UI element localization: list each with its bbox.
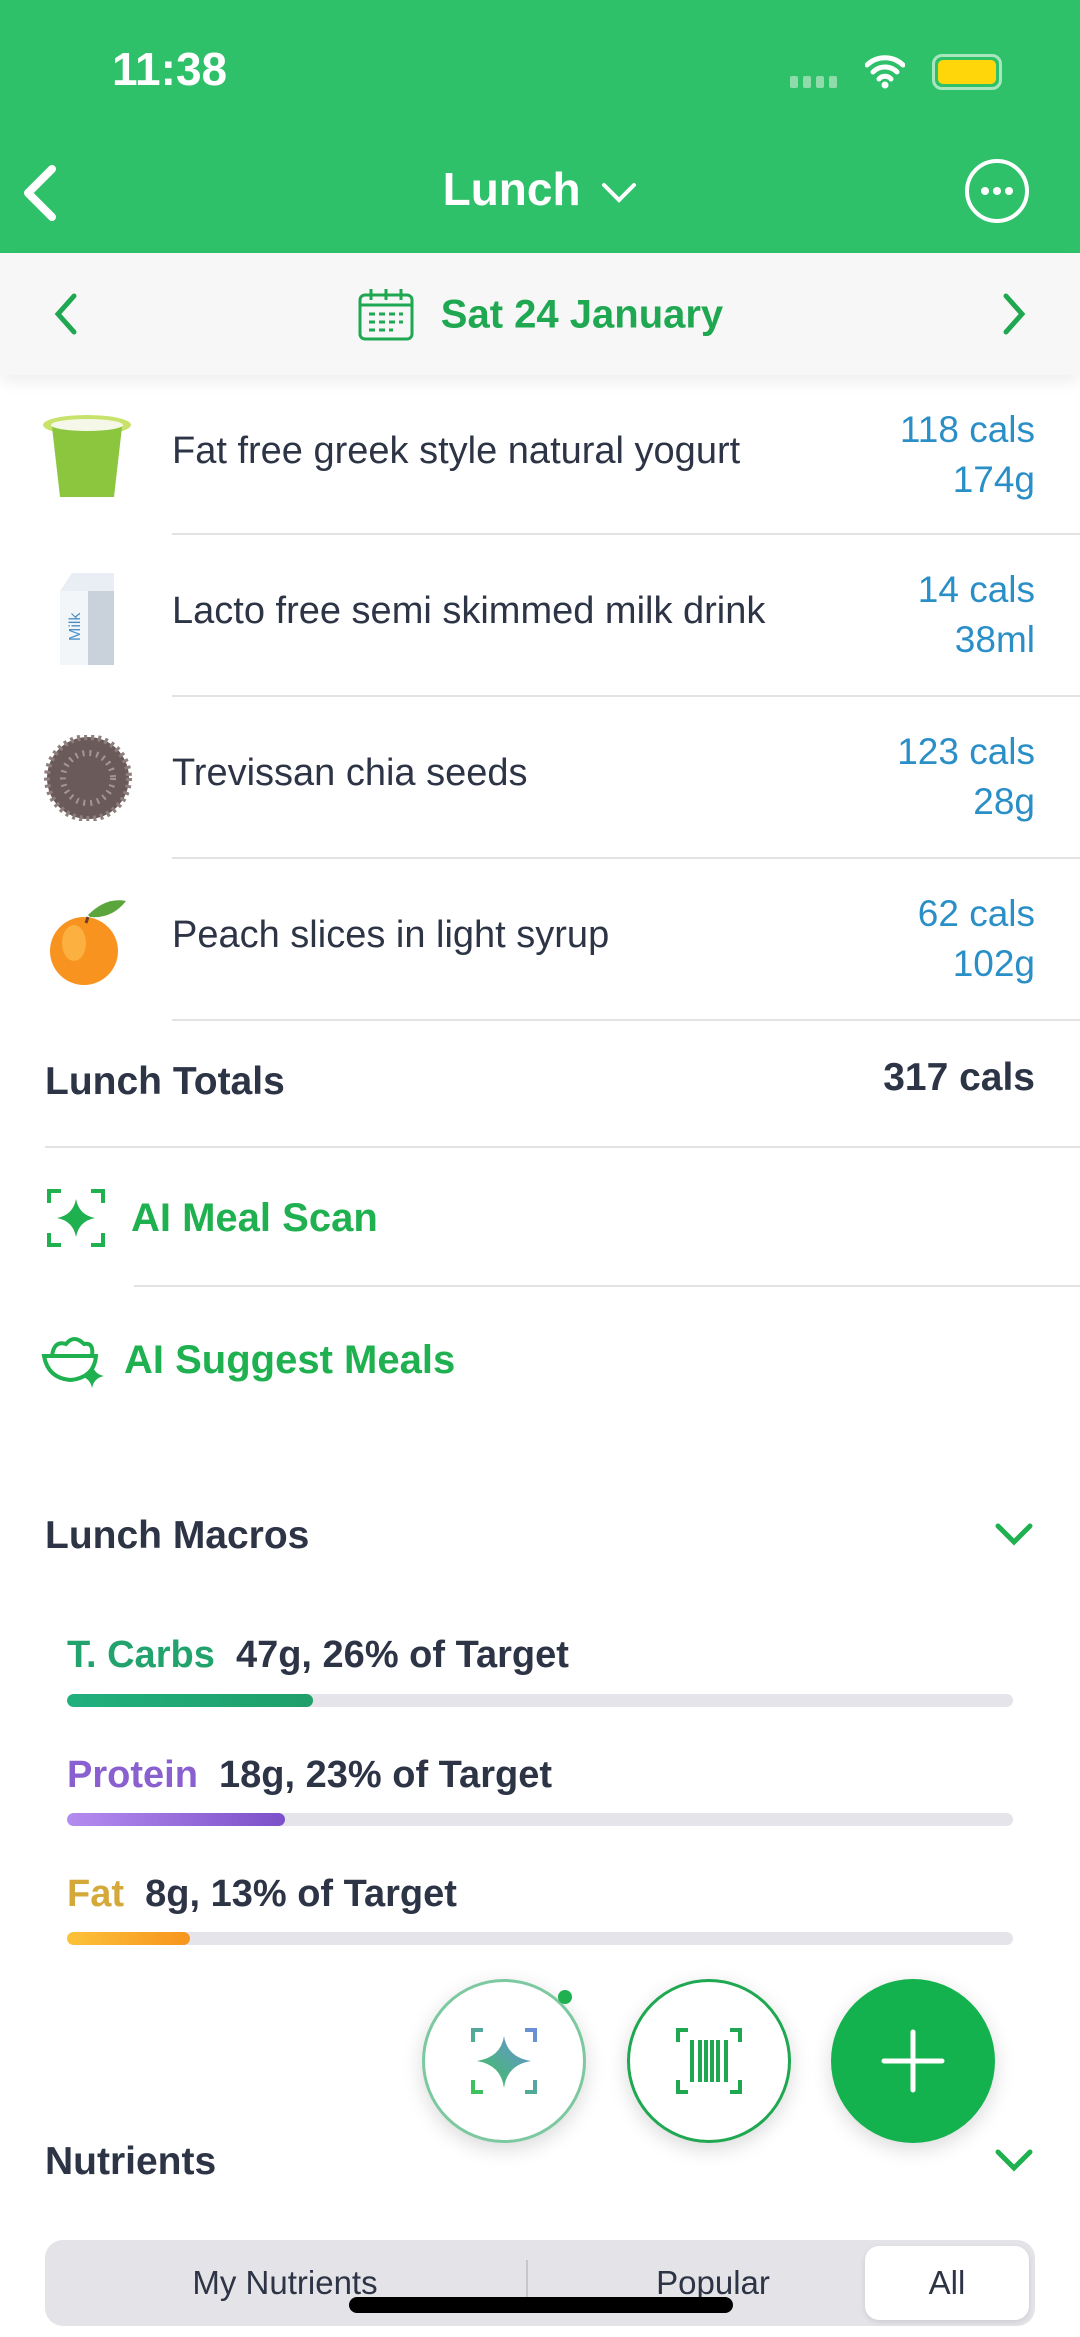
- fat-progress-bar: [67, 1932, 1013, 1945]
- milk-carton-icon: Milk: [60, 573, 114, 665]
- more-options-icon[interactable]: [964, 158, 1030, 224]
- tab-all[interactable]: All: [865, 2246, 1029, 2320]
- date-navigator: [0, 253, 1080, 375]
- home-indicator: [349, 2297, 733, 2313]
- carbs-progress-bar: [67, 1694, 1013, 1707]
- food-name: Peach slices in light syrup: [172, 914, 610, 956]
- date-text: Sat 24 January: [440, 292, 724, 337]
- protein-progress-bar: [67, 1813, 1013, 1826]
- add-food-fab[interactable]: [831, 1979, 995, 2143]
- ai-suggest-meals-label: AI Suggest Meals: [124, 1337, 456, 1382]
- date-label[interactable]: Sat 24 January: [0, 288, 1080, 342]
- food-calories: 62 cals 102g: [917, 893, 1035, 984]
- meal-title: Lunch: [442, 163, 581, 215]
- progress-fill: [67, 1694, 313, 1707]
- back-chevron-icon[interactable]: [20, 165, 60, 221]
- food-row[interactable]: Peach slices in light syrup 62 cals 102g: [0, 859, 1080, 1019]
- macros-collapse-chevron-icon[interactable]: [994, 1522, 1034, 1548]
- ai-scan-fab[interactable]: [422, 1979, 586, 2143]
- battery-icon: [932, 54, 1002, 90]
- meal-title-dropdown[interactable]: Lunch: [0, 162, 1080, 216]
- food-name: Fat free greek style natural yogurt: [172, 430, 741, 472]
- ai-meal-scan-label: AI Meal Scan: [131, 1195, 378, 1240]
- food-row[interactable]: Fat free greek style natural yogurt 118 …: [0, 375, 1080, 535]
- nutrients-segmented-control: My Nutrients Popular All: [45, 2240, 1035, 2326]
- status-time: 11:38: [112, 43, 228, 95]
- svg-text:Milk: Milk: [67, 612, 84, 641]
- segment-divider: [526, 2260, 528, 2306]
- barcode-icon: [676, 2028, 742, 2094]
- chevron-down-icon: [602, 182, 637, 203]
- nutrients-title: Nutrients: [45, 2140, 217, 2183]
- header: [0, 0, 1080, 253]
- food-row[interactable]: Milk Lacto free semi skimmed milk drink …: [0, 535, 1080, 695]
- tab-popular[interactable]: Popular: [656, 2264, 770, 2301]
- salad-bowl-sparkle-icon: [41, 1337, 104, 1388]
- chia-seeds-icon: [44, 735, 132, 821]
- macro-protein: Protein 18g, 23% of Target: [67, 1754, 552, 1796]
- food-calories: 118 cals 174g: [899, 409, 1035, 500]
- food-calories: 123 cals 28g: [897, 731, 1035, 822]
- ai-meal-scan-button[interactable]: AI Meal Scan: [45, 1188, 378, 1248]
- food-row[interactable]: Trevissan chia seeds 123 cals 28g: [0, 697, 1080, 857]
- totals-label: Lunch Totals: [45, 1060, 285, 1103]
- next-day-icon[interactable]: [1000, 292, 1028, 336]
- wifi-icon: [865, 55, 905, 89]
- notification-dot: [558, 1990, 572, 2004]
- tab-my-nutrients[interactable]: My Nutrients: [192, 2264, 378, 2301]
- cellular-signal-icon: [790, 76, 837, 88]
- ai-scan-icon: [47, 1189, 105, 1247]
- yogurt-icon: [43, 415, 131, 497]
- progress-fill: [67, 1932, 190, 1945]
- calendar-icon: [358, 289, 414, 341]
- food-calories: 14 cals 38ml: [917, 569, 1035, 660]
- progress-fill: [67, 1813, 285, 1826]
- previous-day-icon[interactable]: [52, 292, 80, 336]
- macro-carbs: T. Carbs 47g, 26% of Target: [67, 1634, 569, 1676]
- peach-icon: [50, 900, 126, 985]
- macros-title: Lunch Macros: [45, 1514, 310, 1557]
- macro-fat: Fat 8g, 13% of Target: [67, 1873, 457, 1915]
- food-name: Lacto free semi skimmed milk drink: [172, 590, 766, 632]
- nutrients-collapse-chevron-icon[interactable]: [994, 2148, 1034, 2174]
- ai-suggest-meals-button[interactable]: AI Suggest Meals: [40, 1328, 455, 1392]
- ai-sparkle-scan-icon: [471, 2028, 537, 2094]
- plus-icon: [881, 2029, 945, 2093]
- barcode-scan-fab[interactable]: [627, 1979, 791, 2143]
- totals-value: 317 cals: [883, 1056, 1035, 1099]
- food-name: Trevissan chia seeds: [172, 752, 528, 794]
